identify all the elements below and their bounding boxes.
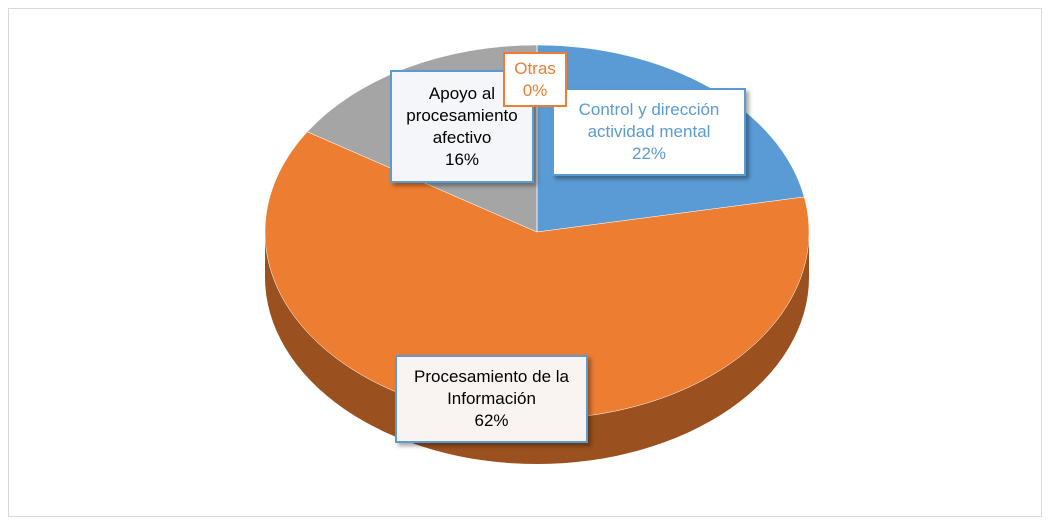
data-label: Control y dirección actividad mental 22% <box>552 88 746 176</box>
chart-frame <box>8 8 1042 517</box>
value-label: 16% <box>444 149 480 169</box>
data-label: Procesamiento de la Información 62% <box>395 355 588 443</box>
category-label: Otras <box>514 58 556 78</box>
data-label: Otras 0% <box>503 52 567 107</box>
value-label: 22% <box>631 144 667 163</box>
category-label: Apoyo al procesamiento afectivo <box>406 83 518 147</box>
category-label: Control y dirección actividad mental <box>578 100 720 141</box>
value-label: 0% <box>522 80 548 100</box>
value-label: 62% <box>474 411 509 430</box>
category-label: Procesamiento de la Información <box>414 367 569 408</box>
